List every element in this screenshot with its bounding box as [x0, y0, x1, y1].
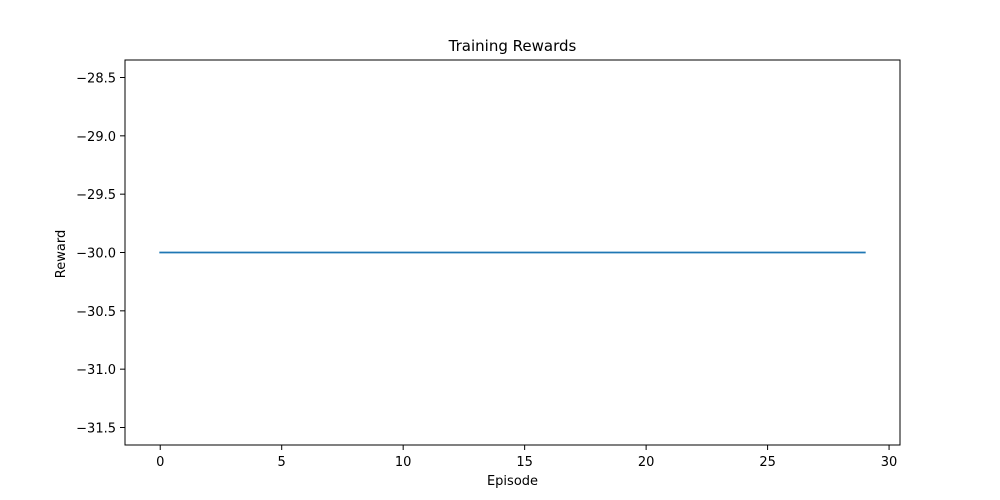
x-axis-ticks: 0 5 10 15 20 25 30: [156, 445, 897, 470]
y-axis-ticks: −28.5 −29.0 −29.5 −30.0 −30.5 −31.0 −31.5: [76, 72, 125, 437]
y-tick-label: −28.5: [76, 72, 116, 87]
y-tick-label: −29.5: [76, 188, 116, 203]
x-tick-label: 5: [278, 455, 286, 470]
y-tick-label: −30.0: [76, 247, 116, 262]
x-tick-label: 15: [516, 455, 533, 470]
axes-frame: [124, 59, 901, 446]
y-tick-label: −30.5: [76, 305, 116, 320]
x-tick-label: 30: [881, 455, 898, 470]
chart-title: Training Rewards: [448, 37, 577, 55]
x-tick-label: 0: [156, 455, 164, 470]
x-axis-label: Episode: [487, 474, 538, 489]
x-tick-label: 10: [395, 455, 412, 470]
y-axis-label: Reward: [54, 230, 69, 278]
y-tick-label: −29.0: [76, 130, 116, 145]
x-tick-label: 20: [638, 455, 655, 470]
x-tick-label: 25: [759, 455, 776, 470]
y-tick-label: −31.5: [76, 422, 116, 437]
y-tick-label: −31.0: [76, 363, 116, 378]
